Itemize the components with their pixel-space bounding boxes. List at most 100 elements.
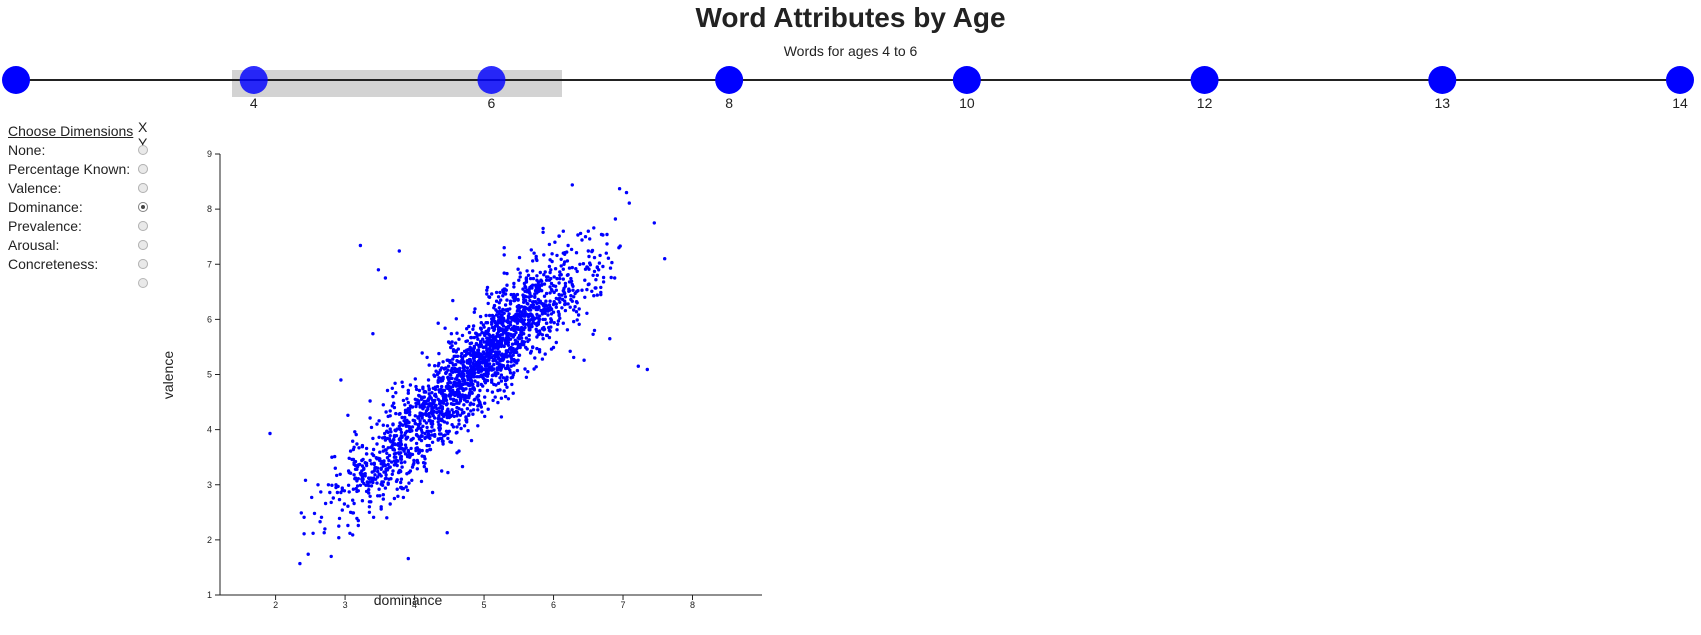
- data-point: [454, 317, 458, 321]
- data-point: [449, 332, 454, 336]
- x-tick-label: 3: [343, 600, 348, 610]
- data-point: [544, 299, 548, 303]
- age-range-brush[interactable]: [232, 70, 562, 97]
- data-point: [519, 310, 524, 314]
- dimension-label: Arousal:: [8, 237, 60, 253]
- data-point: [569, 276, 573, 281]
- data-point: [464, 415, 468, 419]
- data-point: [369, 425, 374, 430]
- data-point: [390, 472, 394, 476]
- data-point: [395, 478, 399, 482]
- data-point: [353, 477, 357, 481]
- data-point: [381, 493, 385, 497]
- data-point: [485, 378, 490, 383]
- data-point: [494, 334, 499, 339]
- data-point: [548, 285, 552, 289]
- data-point: [403, 447, 407, 451]
- data-point: [613, 217, 618, 221]
- data-point: [506, 325, 511, 330]
- data-point: [508, 354, 512, 358]
- data-point: [580, 288, 584, 292]
- data-point: [472, 371, 476, 376]
- data-point: [399, 438, 403, 443]
- x-radio[interactable]: [138, 202, 148, 212]
- data-point: [574, 310, 579, 314]
- age-timeline[interactable]: 4 6 8 10 12 13 14: [0, 60, 1701, 112]
- data-point: [389, 445, 394, 449]
- data-point: [503, 394, 508, 399]
- y-tick-label: 5: [207, 370, 212, 380]
- data-point: [302, 532, 306, 536]
- data-point: [627, 201, 631, 205]
- data-point: [392, 438, 396, 442]
- data-point: [460, 357, 465, 361]
- data-point: [368, 416, 372, 420]
- data-point: [573, 305, 577, 309]
- data-point: [551, 310, 556, 314]
- data-point: [480, 410, 484, 414]
- y-radio[interactable]: [138, 278, 148, 288]
- data-point: [405, 429, 409, 433]
- data-point: [555, 253, 559, 258]
- data-point: [521, 287, 525, 291]
- x-radio[interactable]: [138, 259, 148, 269]
- data-point: [499, 396, 504, 400]
- data-point: [404, 437, 408, 441]
- data-point: [407, 481, 411, 485]
- x-radio[interactable]: [138, 164, 148, 174]
- data-point: [411, 463, 415, 467]
- data-point: [486, 354, 490, 358]
- age-node-4[interactable]: [239, 66, 268, 94]
- data-point: [421, 387, 425, 391]
- data-point: [617, 187, 622, 191]
- data-point: [476, 366, 480, 371]
- data-point: [539, 308, 543, 313]
- data-point: [599, 290, 603, 295]
- data-point: [592, 294, 596, 298]
- data-point: [569, 247, 574, 252]
- age-node-6[interactable]: [477, 66, 506, 94]
- data-point: [450, 340, 454, 344]
- data-point: [526, 321, 531, 325]
- data-point: [394, 429, 398, 433]
- x-radio[interactable]: [138, 145, 148, 155]
- data-point: [483, 367, 488, 371]
- data-point: [436, 437, 440, 441]
- data-point: [386, 446, 390, 450]
- data-point: [503, 382, 508, 387]
- age-node-10[interactable]: [952, 66, 981, 94]
- data-point: [465, 371, 470, 375]
- data-point: [606, 256, 611, 260]
- age-node-start[interactable]: [2, 66, 30, 94]
- x-radio[interactable]: [138, 221, 148, 231]
- data-point: [358, 483, 363, 487]
- data-point: [375, 457, 379, 461]
- data-point: [485, 374, 490, 378]
- data-point: [517, 333, 522, 338]
- age-label-4: 4: [250, 95, 258, 111]
- data-point: [572, 355, 576, 360]
- age-node-14[interactable]: [1666, 66, 1694, 94]
- data-point: [473, 379, 477, 383]
- data-point: [385, 436, 390, 441]
- data-point: [397, 447, 401, 451]
- data-point: [375, 422, 379, 426]
- age-node-12[interactable]: [1190, 66, 1219, 94]
- age-node-13[interactable]: [1428, 66, 1457, 94]
- data-point: [377, 435, 381, 439]
- data-point: [498, 309, 502, 313]
- data-point: [403, 443, 408, 447]
- data-point: [441, 388, 445, 393]
- age-node-8[interactable]: [715, 66, 744, 94]
- x-radio[interactable]: [138, 240, 148, 250]
- data-point: [528, 308, 533, 312]
- data-point: [468, 373, 472, 377]
- data-point: [498, 290, 502, 295]
- data-point: [462, 403, 466, 407]
- data-point: [488, 338, 492, 342]
- data-point: [503, 303, 508, 307]
- y-tick-label: 9: [207, 149, 212, 159]
- data-point: [448, 360, 452, 365]
- x-radio[interactable]: [138, 183, 148, 193]
- data-point: [400, 465, 404, 469]
